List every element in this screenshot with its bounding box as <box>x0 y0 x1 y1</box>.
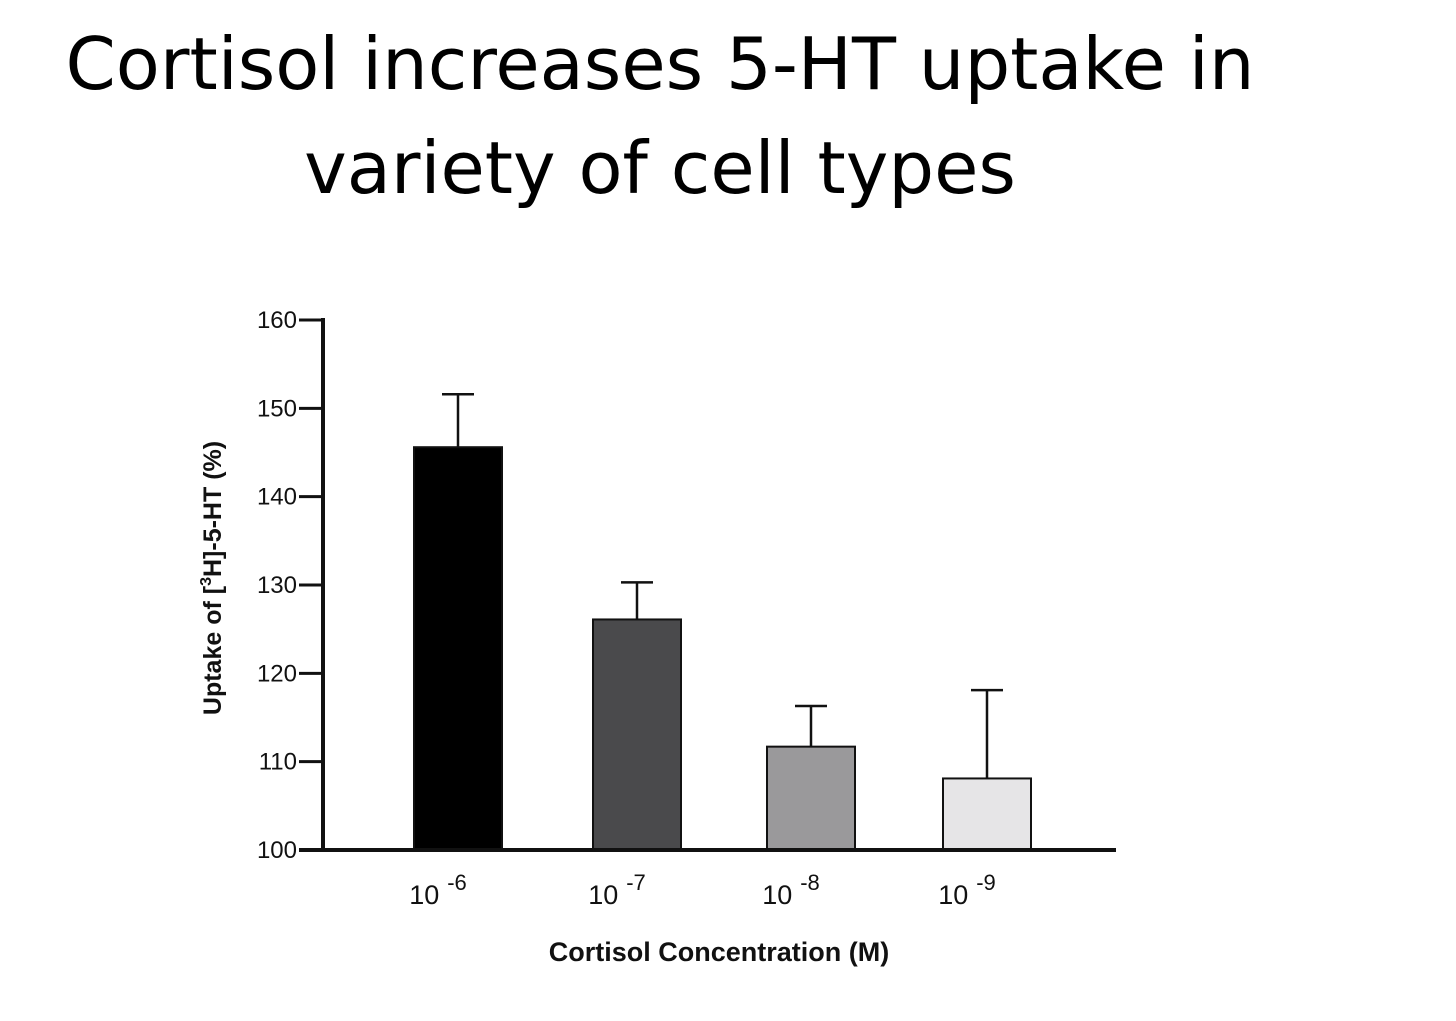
y-tick-label: 140 <box>257 484 297 511</box>
y-tick-label: 100 <box>257 837 297 864</box>
x-tick-label-exponent: -8 <box>800 870 820 895</box>
x-tick-label-base: 10 <box>409 880 439 910</box>
x-tick-label: 10 -9 <box>938 870 996 910</box>
bar <box>942 777 1032 852</box>
x-tick-label-exponent: -6 <box>447 870 467 895</box>
slide-title-line-1: Cortisol increases 5-HT uptake in <box>65 22 1255 106</box>
y-tick-label: 160 <box>257 307 297 334</box>
x-tick-label-base: 10 <box>762 880 792 910</box>
x-tick-label-exponent: -7 <box>626 870 646 895</box>
slide-title: Cortisol increases 5-HT uptake in variet… <box>0 12 1320 220</box>
x-tick-label-exponent: -9 <box>976 870 996 895</box>
x-tick-label: 10 -8 <box>762 870 820 910</box>
svg-text:Uptake of [3H]-5-HT (%): Uptake of [3H]-5-HT (%) <box>198 441 227 715</box>
y-axis-title-prefix: Uptake of [ <box>199 585 227 715</box>
x-axis-title: Cortisol Concentration (M) <box>549 937 889 967</box>
bar <box>592 618 682 852</box>
y-tick-label: 120 <box>257 660 297 687</box>
x-tick-label: 10 -6 <box>409 870 467 910</box>
slide-title-line-2: variety of cell types <box>304 126 1016 210</box>
bar <box>766 745 856 852</box>
y-axis-title-suffix: H]-5-HT (%) <box>199 441 227 577</box>
x-tick-label: 10 -7 <box>588 870 646 910</box>
x-tick-label-base: 10 <box>588 880 618 910</box>
y-tick-label: 130 <box>257 572 297 599</box>
y-tick-label: 110 <box>259 749 297 776</box>
y-axis-title: Uptake of [3H]-5-HT (%) <box>198 441 227 715</box>
bar <box>413 446 503 851</box>
y-tick-label: 150 <box>257 395 297 422</box>
x-tick-label-base: 10 <box>938 880 968 910</box>
y-axis-title-superscript: 3 <box>198 577 215 586</box>
